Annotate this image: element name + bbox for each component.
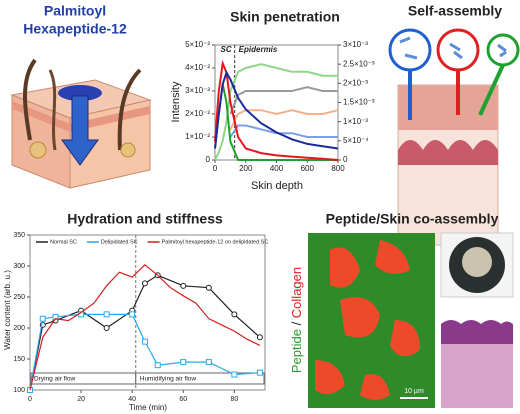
histology-epidermis <box>441 320 513 344</box>
y2-tick-label: 5×10⁻⁴ <box>343 136 369 145</box>
legend-label: Delipidated SC <box>101 239 138 245</box>
scale-bar-label: 10 µm <box>404 388 424 395</box>
marker <box>205 284 212 291</box>
y-tick-label: 150 <box>13 356 25 363</box>
y-tick-label: 3×10⁻² <box>185 86 210 95</box>
y2-tick-label: 1.5×10⁻³ <box>343 98 375 107</box>
marker <box>103 311 110 318</box>
marker <box>180 359 187 366</box>
legend-label: Normal SC <box>50 239 77 245</box>
penetration-arrow <box>61 95 99 166</box>
annotation: Epidermis <box>239 45 278 54</box>
collagen-signal <box>315 240 420 400</box>
y2-tick-label: 2×10⁻³ <box>343 78 368 87</box>
marker <box>141 280 148 287</box>
x-tick-label: 0 <box>213 164 218 173</box>
x-tick-label: 600 <box>301 164 315 173</box>
photo-sample-core <box>462 247 492 277</box>
y-tick-label: 0 <box>206 155 211 164</box>
x-tick-label: 60 <box>179 396 187 403</box>
marker <box>39 315 46 322</box>
peptide-fibers <box>399 36 507 60</box>
flow-bar <box>135 372 265 385</box>
stain-slash: / <box>289 318 304 329</box>
assembly-circle <box>388 28 432 72</box>
marker <box>103 325 110 331</box>
histology-background <box>441 302 513 324</box>
x-tick-label: 800 <box>331 164 345 173</box>
marker <box>231 371 238 378</box>
gland <box>29 141 47 159</box>
plot-frame <box>29 234 266 391</box>
series-line <box>229 109 339 130</box>
marker <box>141 338 148 345</box>
peptide-drop <box>58 85 102 101</box>
x-tick-label: 0 <box>28 396 32 403</box>
x-tick-label: 40 <box>128 396 136 403</box>
series-line <box>214 63 338 161</box>
annotation: Humidifying air flow <box>140 376 197 383</box>
marker <box>256 369 263 376</box>
stain-label: Peptide / Collagen <box>289 267 304 373</box>
marker <box>129 311 136 318</box>
y2-tick-label: 0 <box>343 155 348 164</box>
marker <box>180 282 187 289</box>
x-tick-label: 400 <box>270 164 284 173</box>
annotation: Drying air flow <box>34 376 75 383</box>
series-line <box>214 59 339 161</box>
marker <box>154 362 161 369</box>
chart-title: Skin penetration <box>230 9 340 25</box>
x-tick-label: 20 <box>77 396 85 403</box>
y2-tick-label: 3×10⁻³ <box>343 40 368 49</box>
arrow <box>478 64 505 116</box>
marker <box>256 334 263 341</box>
y-tick-label: 1×10⁻² <box>185 132 210 141</box>
y2-tick-label: 2.5×10⁻³ <box>343 59 375 68</box>
y-tick-label: 5×10⁻² <box>185 40 210 49</box>
x-tick-label: 200 <box>239 164 253 173</box>
marker <box>231 311 238 318</box>
marker <box>205 359 212 366</box>
y-tick-label: 4×10⁻² <box>185 63 210 72</box>
hair <box>117 68 142 151</box>
y-tick-label: 2×10⁻² <box>185 109 210 118</box>
plots: 0 1×10⁻² 2×10⁻² 3×10⁻² 4×10⁻² 5×10⁻² 0 5×10⁻⁴ 1×… <box>13 40 375 403</box>
compound-name: Hexapeptide-12 <box>23 21 127 37</box>
chart-title: Hydration and stiffness <box>67 211 223 227</box>
gland <box>120 142 136 158</box>
series-line <box>214 70 339 150</box>
series-line <box>229 86 338 115</box>
x-axis-label: Skin depth <box>251 180 303 192</box>
y-tick-label: 350 <box>13 232 25 239</box>
compound-name: Palmitoyl <box>44 3 106 19</box>
hair <box>23 58 37 141</box>
hair <box>48 69 57 151</box>
skin-section-wave <box>398 140 498 165</box>
panel-title: Self-assembly <box>408 3 502 19</box>
y-tick-label: 250 <box>13 294 25 301</box>
series-line <box>29 263 261 391</box>
stain-collagen: Collagen <box>289 267 304 318</box>
legend-label: Palmitoyl hexapeptide-12 on delipidated … <box>162 239 269 245</box>
y-axis-label: Intensity <box>170 81 182 122</box>
x-tick-label: 80 <box>230 396 238 403</box>
y-tick-label: 300 <box>13 263 25 270</box>
y-tick-label: 200 <box>13 325 25 332</box>
y-axis-label: Water content (arb. u.) <box>3 270 12 350</box>
y2-tick-label: 1×10⁻³ <box>343 117 368 126</box>
stain-peptide: Peptide <box>289 329 304 373</box>
panel-title: Peptide/Skin co-assembly <box>326 211 499 227</box>
plot-frame <box>214 44 339 161</box>
annotation: SC <box>221 45 232 54</box>
y-tick-label: 100 <box>13 387 25 394</box>
x-axis-label: Time (min) <box>129 403 167 412</box>
